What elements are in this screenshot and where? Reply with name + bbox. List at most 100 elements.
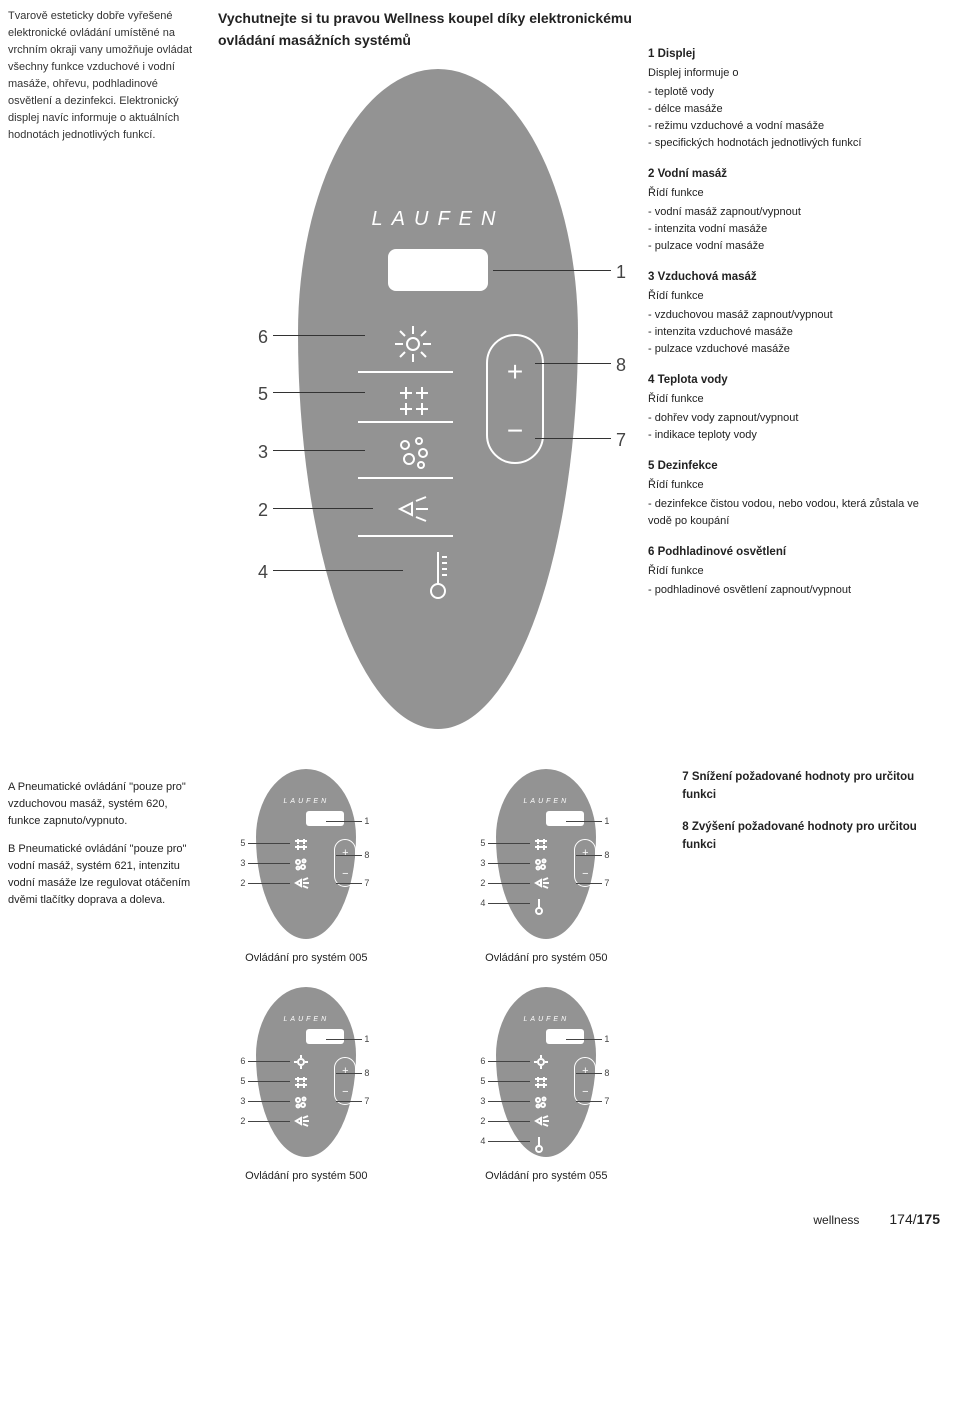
- mini-icon: [294, 877, 310, 895]
- callout-line: [248, 1101, 290, 1102]
- mini-caption: Ovládání pro systém 500: [216, 1168, 396, 1185]
- mini-callout: 8: [604, 1067, 609, 1081]
- mini-callout: 1: [604, 1033, 609, 1047]
- mini-callout: 8: [364, 849, 369, 863]
- minus-icon: −: [488, 409, 542, 452]
- callout-line: [336, 855, 362, 856]
- remote-body: LAUFEN+−: [256, 769, 356, 939]
- callout-line: [273, 570, 403, 571]
- mini-callout: 1: [604, 815, 609, 829]
- display-screen: [546, 811, 584, 826]
- mini-icon: [294, 1115, 310, 1133]
- remote-body: LAUFEN: [298, 69, 578, 729]
- note-a: A Pneumatické ovládání "pouze pro" vzduc…: [8, 779, 198, 830]
- callout-line: [248, 843, 290, 844]
- feature-item: indikace teploty vody: [648, 427, 938, 444]
- mini-005: LAUFEN+−532187 Ovládání pro systém 005: [216, 769, 396, 967]
- feature-item: teplotě vody: [648, 84, 938, 101]
- main-remote: LAUFEN: [218, 59, 638, 759]
- feature-title: 5 Dezinfekce: [648, 458, 938, 476]
- callout-line: [488, 1141, 530, 1142]
- thermometer-icon: [393, 547, 483, 608]
- mini-callout: 8: [364, 1067, 369, 1081]
- callout-line: [535, 363, 611, 364]
- minus-icon: −: [335, 866, 355, 883]
- feature-item: podhladinové osvětlení zapnout/vypnout: [648, 582, 938, 599]
- mini-icon: [534, 897, 544, 921]
- mini-icon: [294, 837, 308, 857]
- feature-list: podhladinové osvětlení zapnout/vypnout: [648, 582, 938, 599]
- feature-item: vodní masáž zapnout/vypnout: [648, 204, 938, 221]
- page-footer: wellness 174/175: [8, 1209, 940, 1231]
- mini-callout: 2: [240, 877, 245, 891]
- callout-line: [326, 1039, 362, 1040]
- mini-callout: 2: [240, 1115, 245, 1129]
- mini-icon: [534, 1095, 548, 1115]
- callout-5: 5: [258, 381, 268, 409]
- feature-title: 2 Vodní masáž: [648, 166, 938, 184]
- mini-callout: 5: [240, 1075, 245, 1089]
- feature-title: 6 Podhladinové osvětlení: [648, 544, 938, 562]
- callout-7: 7: [616, 427, 626, 455]
- callout-line: [248, 1081, 290, 1082]
- callout-line: [488, 883, 530, 884]
- feature-list: dohřev vody zapnout/vypnoutindikace tepl…: [648, 410, 938, 444]
- features-col-2: 7 Snížení požadované hodnoty pro určitou…: [682, 769, 940, 1205]
- remote-body: LAUFEN+−: [496, 769, 596, 939]
- minus-icon: −: [575, 866, 595, 883]
- plus-grid-icon: [368, 381, 458, 421]
- feature-title: 4 Teplota vody: [648, 372, 938, 390]
- mini-callout: 7: [364, 1095, 369, 1109]
- callout-line: [488, 863, 530, 864]
- feature-item: pulzace vzduchové masáže: [648, 341, 938, 358]
- mini-callout: 6: [480, 1055, 485, 1069]
- intro-text: Tvarově esteticky dobře vyřešené elektro…: [8, 8, 198, 144]
- callout-line: [566, 1039, 602, 1040]
- mini-500: LAUFEN+−6532187 Ovládání pro systém 500: [216, 987, 396, 1185]
- feature-block: 1 DisplejDisplej informuje oteplotě vody…: [648, 46, 938, 152]
- callout-4: 4: [258, 559, 268, 587]
- bottom-left-text: A Pneumatické ovládání "pouze pro" vzduc…: [8, 769, 216, 1205]
- mini-callout: 1: [364, 815, 369, 829]
- callout-3: 3: [258, 439, 268, 467]
- mini-050: LAUFEN+−5324187 Ovládání pro systém 050: [456, 769, 636, 967]
- callout-line: [488, 843, 530, 844]
- feature-block: 5 DezinfekceŘídí funkcedezinfekce čistou…: [648, 458, 938, 530]
- feature-item: dohřev vody zapnout/vypnout: [648, 410, 938, 427]
- feature-sub: Displej informuje o: [648, 65, 938, 82]
- feature-item: režimu vzduchové a vodní masáže: [648, 118, 938, 135]
- callout-line: [273, 392, 365, 393]
- remote-body: LAUFEN+−: [496, 987, 596, 1157]
- callout-8: 8: [616, 352, 626, 380]
- mini-callout: 4: [480, 1135, 485, 1149]
- mini-callout: 7: [604, 1095, 609, 1109]
- mini-callout: 1: [364, 1033, 369, 1047]
- plus-icon: +: [488, 350, 542, 393]
- plus-minus-rocker: +−: [334, 1057, 356, 1105]
- remote-body: LAUFEN+−: [256, 987, 356, 1157]
- feature-sub: Řídí funkce: [648, 185, 938, 202]
- divider: [358, 535, 453, 537]
- callout-line: [336, 883, 362, 884]
- feature-item: dezinfekce čistou vodou, nebo vodou, kte…: [648, 496, 938, 530]
- callout-line: [273, 335, 365, 336]
- feature-item: specifických hodnotách jednotlivých funk…: [648, 135, 938, 152]
- spray-icon: [368, 489, 458, 535]
- display-screen: [388, 249, 488, 291]
- callout-line: [248, 863, 290, 864]
- mini-callout: 2: [480, 877, 485, 891]
- mini-callout: 3: [240, 1095, 245, 1109]
- light-icon: [368, 324, 458, 370]
- feature-title: 7 Snížení požadované hodnoty pro určitou…: [682, 769, 940, 805]
- bottom-row: A Pneumatické ovládání "pouze pro" vzduc…: [8, 769, 940, 1205]
- mini-callout: 7: [364, 877, 369, 891]
- mini-icon: [294, 1075, 308, 1095]
- callout-line: [488, 1061, 530, 1062]
- callout-1: 1: [616, 259, 626, 287]
- mini-icon: [534, 857, 548, 877]
- divider: [358, 421, 453, 423]
- mini-callout: 3: [240, 857, 245, 871]
- mini-caption: Ovládání pro systém 055: [456, 1168, 636, 1185]
- feature-item: intenzita vzduchové masáže: [648, 324, 938, 341]
- mini-callout: 5: [240, 837, 245, 851]
